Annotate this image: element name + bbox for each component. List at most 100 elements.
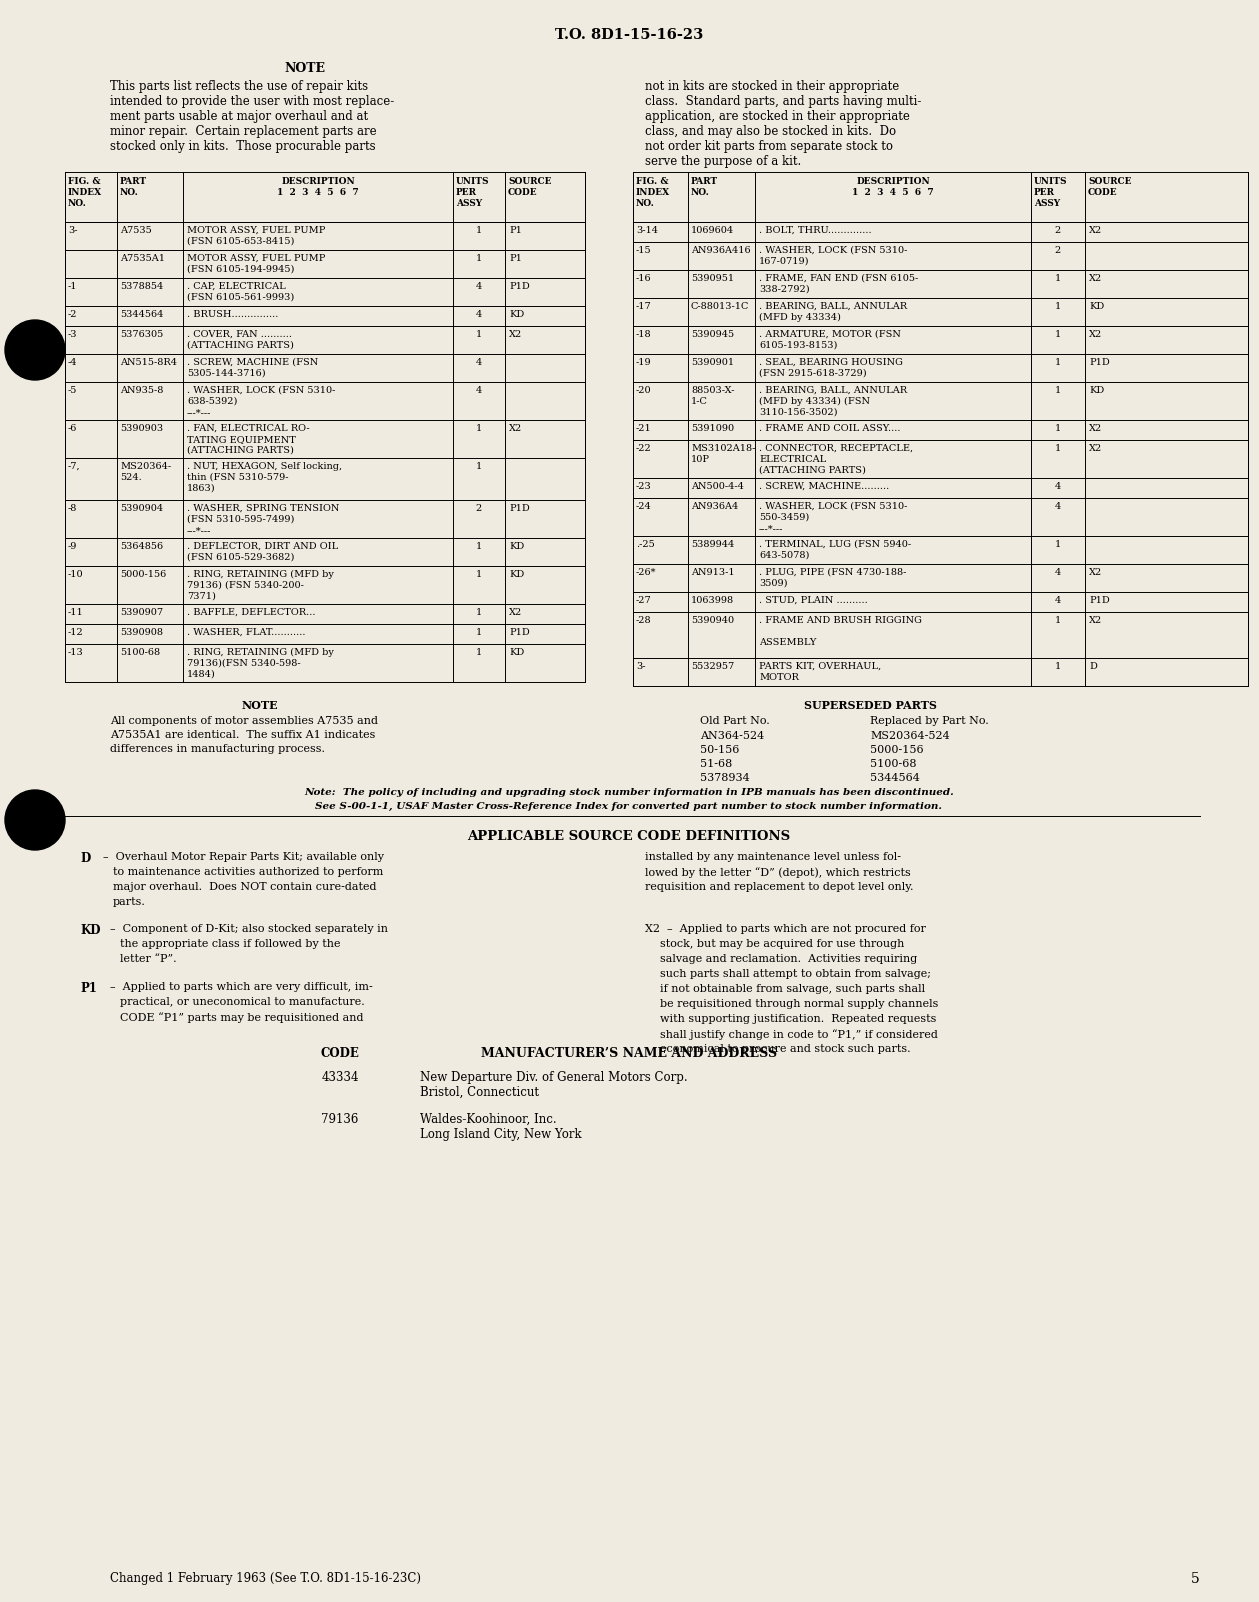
- Text: 5378934: 5378934: [700, 774, 750, 783]
- Text: intended to provide the user with most replace-: intended to provide the user with most r…: [110, 95, 394, 107]
- Text: X2: X2: [1089, 569, 1102, 577]
- Text: PART: PART: [120, 176, 147, 186]
- Text: -12: -12: [68, 628, 84, 638]
- Text: 5376305: 5376305: [120, 330, 164, 340]
- Text: 5000-156: 5000-156: [120, 570, 166, 578]
- Text: 1: 1: [476, 628, 482, 638]
- Text: A7535A1 are identical.  The suffix A1 indicates: A7535A1 are identical. The suffix A1 ind…: [110, 731, 375, 740]
- Text: AN935-8: AN935-8: [120, 386, 164, 396]
- Text: AN515-8R4: AN515-8R4: [120, 357, 178, 367]
- Text: This parts list reflects the use of repair kits: This parts list reflects the use of repa…: [110, 80, 368, 93]
- Text: PER: PER: [1034, 187, 1055, 197]
- Text: 1: 1: [1055, 330, 1061, 340]
- Text: NO.: NO.: [68, 199, 87, 208]
- Text: 6105-193-8153): 6105-193-8153): [759, 341, 837, 349]
- Text: 1  2  3  4  5  6  7: 1 2 3 4 5 6 7: [277, 187, 359, 197]
- Text: APPLICABLE SOURCE CODE DEFINITIONS: APPLICABLE SOURCE CODE DEFINITIONS: [467, 830, 791, 843]
- Text: -4: -4: [68, 357, 78, 367]
- Text: 5390907: 5390907: [120, 609, 164, 617]
- Text: 5100-68: 5100-68: [870, 759, 917, 769]
- Text: 1063998: 1063998: [691, 596, 734, 606]
- Text: letter “P”.: letter “P”.: [120, 955, 176, 964]
- Text: shall justify change in code to “P1,” if considered: shall justify change in code to “P1,” if…: [660, 1028, 938, 1040]
- Text: 5389944: 5389944: [691, 540, 734, 549]
- Text: stocked only in kits.  Those procurable parts: stocked only in kits. Those procurable p…: [110, 139, 375, 154]
- Text: P1D: P1D: [1089, 357, 1109, 367]
- Text: 5: 5: [1191, 1572, 1200, 1586]
- Text: DESCRIPTION: DESCRIPTION: [281, 176, 355, 186]
- Text: ASSY: ASSY: [1034, 199, 1060, 208]
- Text: –  Overhaul Motor Repair Parts Kit; available only: – Overhaul Motor Repair Parts Kit; avail…: [103, 852, 384, 862]
- Text: parts.: parts.: [113, 897, 146, 907]
- Text: 2: 2: [1055, 247, 1061, 255]
- Text: . COVER, FAN ..........: . COVER, FAN ..........: [188, 330, 292, 340]
- Text: (MFD by 43334): (MFD by 43334): [759, 312, 841, 322]
- Text: NOTE: NOTE: [285, 62, 326, 75]
- Text: Long Island City, New York: Long Island City, New York: [421, 1128, 582, 1141]
- Text: AN913-1: AN913-1: [691, 569, 734, 577]
- Text: . BEARING, BALL, ANNULAR: . BEARING, BALL, ANNULAR: [759, 303, 908, 311]
- Text: class, and may also be stocked in kits.  Do: class, and may also be stocked in kits. …: [645, 125, 896, 138]
- Text: . CONNECTOR, RECEPTACLE,: . CONNECTOR, RECEPTACLE,: [759, 444, 913, 453]
- Text: 5390908: 5390908: [120, 628, 162, 638]
- Text: . WASHER, FLAT...........: . WASHER, FLAT...........: [188, 628, 306, 638]
- Text: be requisitioned through normal supply channels: be requisitioned through normal supply c…: [660, 1000, 938, 1009]
- Text: (FSN 6105-561-9993): (FSN 6105-561-9993): [188, 293, 295, 303]
- Text: -24: -24: [636, 501, 652, 511]
- Text: . WASHER, LOCK (FSN 5310-: . WASHER, LOCK (FSN 5310-: [759, 501, 908, 511]
- Text: . SEAL, BEARING HOUSING: . SEAL, BEARING HOUSING: [759, 357, 903, 367]
- Text: 1: 1: [476, 461, 482, 471]
- Text: NO.: NO.: [636, 199, 655, 208]
- Text: –  Applied to parts which are very difficult, im-: – Applied to parts which are very diffic…: [110, 982, 373, 992]
- Text: . DEFLECTOR, DIRT AND OIL: . DEFLECTOR, DIRT AND OIL: [188, 541, 339, 551]
- Text: X2: X2: [509, 330, 522, 340]
- Text: 1-C: 1-C: [691, 397, 708, 405]
- Text: 1: 1: [1055, 617, 1061, 625]
- Text: 1: 1: [476, 255, 482, 263]
- Text: 43334: 43334: [321, 1072, 359, 1085]
- Text: 79136) (FSN 5340-200-: 79136) (FSN 5340-200-: [188, 582, 303, 590]
- Text: major overhaul.  Does NOT contain cure-dated: major overhaul. Does NOT contain cure-da…: [113, 883, 376, 892]
- Text: CODE: CODE: [321, 1048, 359, 1061]
- Text: ---*---: ---*---: [188, 525, 212, 535]
- Text: . FAN, ELECTRICAL RO-: . FAN, ELECTRICAL RO-: [188, 425, 310, 433]
- Text: . FRAME AND COIL ASSY....: . FRAME AND COIL ASSY....: [759, 425, 900, 433]
- Text: KD: KD: [509, 311, 524, 319]
- Text: 1069604: 1069604: [691, 226, 734, 235]
- Text: X2: X2: [509, 425, 522, 433]
- Text: 1: 1: [1055, 303, 1061, 311]
- Text: 5390903: 5390903: [120, 425, 164, 433]
- Text: 50-156: 50-156: [700, 745, 739, 755]
- Text: 1484): 1484): [188, 670, 215, 679]
- Text: Changed 1 February 1963 (See T.O. 8D1-15-16-23C): Changed 1 February 1963 (See T.O. 8D1-15…: [110, 1572, 421, 1584]
- Text: P1D: P1D: [1089, 596, 1109, 606]
- Text: X2: X2: [1089, 330, 1102, 340]
- Text: (ATTACHING PARTS): (ATTACHING PARTS): [759, 466, 866, 476]
- Text: 5390940: 5390940: [691, 617, 734, 625]
- Text: CODE: CODE: [1088, 187, 1118, 197]
- Text: serve the purpose of a kit.: serve the purpose of a kit.: [645, 155, 801, 168]
- Text: INDEX: INDEX: [636, 187, 670, 197]
- Text: 5390945: 5390945: [691, 330, 734, 340]
- Text: 1: 1: [476, 330, 482, 340]
- Text: if not obtainable from salvage, such parts shall: if not obtainable from salvage, such par…: [660, 984, 925, 993]
- Text: 5000-156: 5000-156: [870, 745, 924, 755]
- Text: . STUD, PLAIN ..........: . STUD, PLAIN ..........: [759, 596, 867, 606]
- Text: SUPERSEDED PARTS: SUPERSEDED PARTS: [803, 700, 937, 711]
- Text: -20: -20: [636, 386, 652, 396]
- Text: (FSN 2915-618-3729): (FSN 2915-618-3729): [759, 368, 866, 378]
- Text: See S-00-1-1, USAF Master Cross-Reference Index for converted part number to sto: See S-00-1-1, USAF Master Cross-Referenc…: [316, 803, 943, 811]
- Text: Waldes-Koohinoor, Inc.: Waldes-Koohinoor, Inc.: [421, 1113, 556, 1126]
- Text: 5344564: 5344564: [120, 311, 164, 319]
- Text: KD: KD: [509, 570, 524, 578]
- Text: New Departure Div. of General Motors Corp.: New Departure Div. of General Motors Cor…: [421, 1072, 687, 1085]
- Text: 51-68: 51-68: [700, 759, 733, 769]
- Text: lowed by the letter “D” (depot), which restricts: lowed by the letter “D” (depot), which r…: [645, 867, 910, 878]
- Text: 1: 1: [1055, 357, 1061, 367]
- Text: ASSEMBLY: ASSEMBLY: [759, 638, 816, 647]
- Text: D: D: [81, 852, 91, 865]
- Text: 7371): 7371): [188, 593, 215, 601]
- Text: 1: 1: [1055, 444, 1061, 453]
- Text: to maintenance activities authorized to perform: to maintenance activities authorized to …: [113, 867, 384, 876]
- Text: 5305-144-3716): 5305-144-3716): [188, 368, 266, 378]
